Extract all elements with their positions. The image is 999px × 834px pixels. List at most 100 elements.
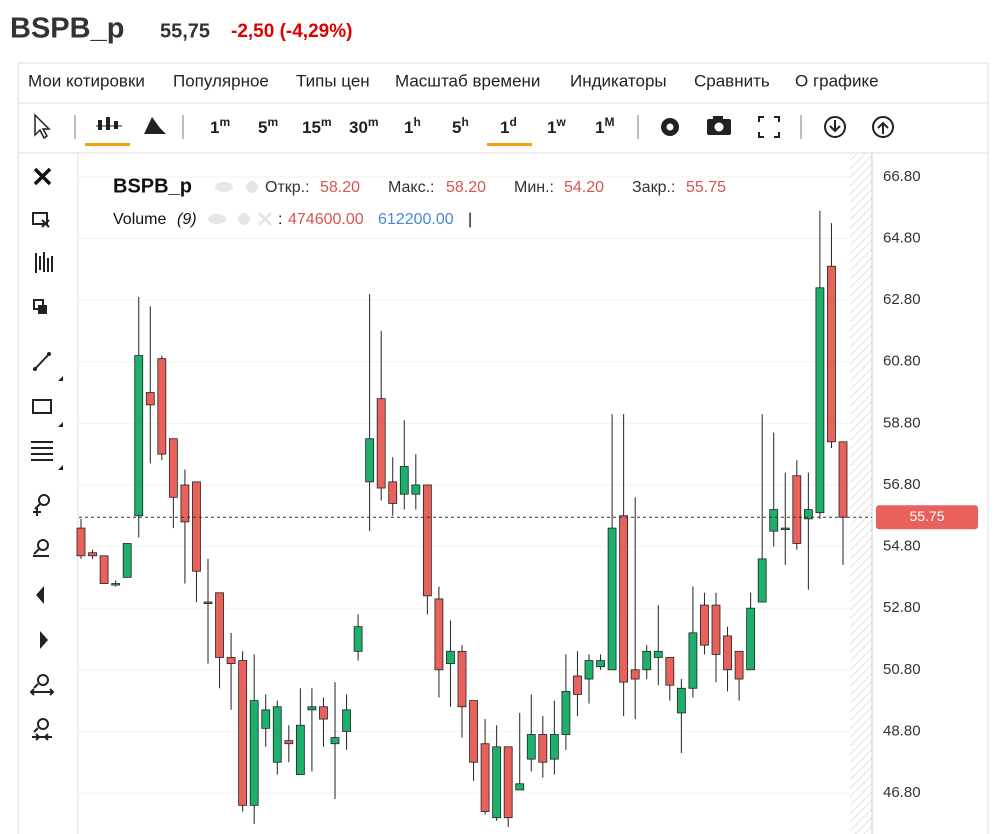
left-toolbar [29,167,63,741]
timeframe[interactable]: 5h [452,115,469,137]
y-tick-label: 56.80 [883,476,921,493]
candle-body [723,635,732,671]
timeframe-unit: w [555,115,566,129]
menu-item[interactable]: Масштаб времени [395,71,540,90]
candle-body [526,734,536,760]
candle-body [573,675,582,695]
y-tick-label: 48.80 [883,722,921,739]
y-tick-label: 54.80 [883,538,921,555]
candle-body [446,650,455,665]
candle-body [734,650,744,680]
candle-body [434,598,444,671]
legend-symbol: BSPB_p [113,175,192,197]
timeframe-unit: M [604,115,614,129]
scroll-right-icon[interactable] [39,631,48,649]
trendline-icon[interactable] [33,352,63,381]
zoom-reset-icon[interactable] [32,718,52,741]
candle-body [780,527,790,530]
candle-body [630,669,640,680]
remove-icon[interactable] [33,167,52,186]
timeframe-unit: m [368,115,379,129]
volume-label: Volume [113,211,166,228]
candle-body [295,724,305,775]
menu-item[interactable]: Популярное [173,71,269,90]
candle-body [226,657,236,665]
zoom-in-icon[interactable] [33,494,50,516]
timeframe[interactable]: 15m [302,115,332,137]
candle-body [272,706,282,763]
candle-body [388,481,398,504]
candle-body [307,706,317,711]
candle-body [711,604,721,655]
legend-low: 54.20 [564,179,604,196]
y-tick-label: 64.80 [883,229,921,246]
legend-open: 58.20 [320,179,360,196]
menu-item[interactable]: Сравнить [694,71,770,90]
future-area [850,153,872,834]
timeframe[interactable]: 30m [349,115,379,137]
download-icon[interactable] [824,116,846,138]
candle-body [803,509,813,520]
bars-icon[interactable] [35,252,53,273]
candle-body [607,527,617,671]
legend-high-label: Макс.: [388,179,434,196]
candles-icon[interactable] [96,117,122,130]
fib-icon[interactable] [31,441,63,470]
scroll-left-icon[interactable] [36,586,45,604]
settings-icon[interactable] [661,118,679,136]
candle-body [561,690,571,735]
y-tick-label: 50.80 [883,661,921,678]
upload-icon[interactable] [872,116,894,138]
candle-body [249,700,259,806]
menu-item[interactable]: Индикаторы [570,71,667,90]
candle-body [642,650,652,671]
timeframe-number: 1 [500,118,509,137]
menu: Мои котировки Популярное Типы цен Масштаб в… [28,71,879,90]
candle-body [700,604,709,646]
candle-body [619,515,629,683]
rectangle-icon[interactable] [32,399,63,427]
timeframe-unit: h [413,115,420,129]
active-underline [487,143,532,146]
candle-body [584,660,594,680]
y-tick-label: 66.80 [883,168,921,185]
active-underline [85,143,130,146]
timeframe[interactable]: 1m [210,115,230,137]
y-tick-label: 52.80 [883,599,921,616]
zoom-fit-icon[interactable] [29,674,55,696]
candle-body [492,746,502,819]
candle-body [503,746,513,819]
candle-body [99,555,109,584]
candle-body [215,592,224,658]
timeframe-number: 15 [302,118,321,137]
timeframe[interactable]: 1h [404,115,421,137]
menu-bar [17,62,989,104]
area-icon[interactable] [144,117,166,134]
timeframe-number: 5 [258,118,267,137]
candle-body [330,737,340,745]
remove-drawing-icon[interactable] [32,212,50,228]
fullscreen-icon[interactable] [758,116,780,138]
zoom-out-icon[interactable] [33,539,49,557]
camera-icon[interactable] [707,116,731,135]
timeframe[interactable]: 1w [547,115,566,137]
candle-body [688,632,698,689]
menu-item[interactable]: О графике [795,71,879,90]
legend-close-label: Закр.: [632,179,675,196]
price: 55,75 [160,20,210,42]
cursor-icon[interactable] [34,113,51,140]
menu-item[interactable]: Мои котировки [28,71,145,90]
candle-body [342,709,351,732]
timeframes: 1m 5m 15m 30m 1h 5h 1d 1w 1M [210,115,614,137]
candle-body [365,438,375,483]
chart-legend: BSPB_p Откр.: 58.20 Макс.: 58.20 Мин.: 5… [113,175,726,228]
timeframe[interactable]: 1d [500,115,517,137]
timeframe-number: 1 [210,118,219,137]
candle-body [284,740,294,745]
candle-body [145,392,155,406]
timeframe[interactable]: 5m [258,115,278,137]
menu-item[interactable]: Типы цен [296,71,370,90]
timeframe[interactable]: 1M [595,115,614,137]
layers-icon[interactable] [33,299,47,314]
